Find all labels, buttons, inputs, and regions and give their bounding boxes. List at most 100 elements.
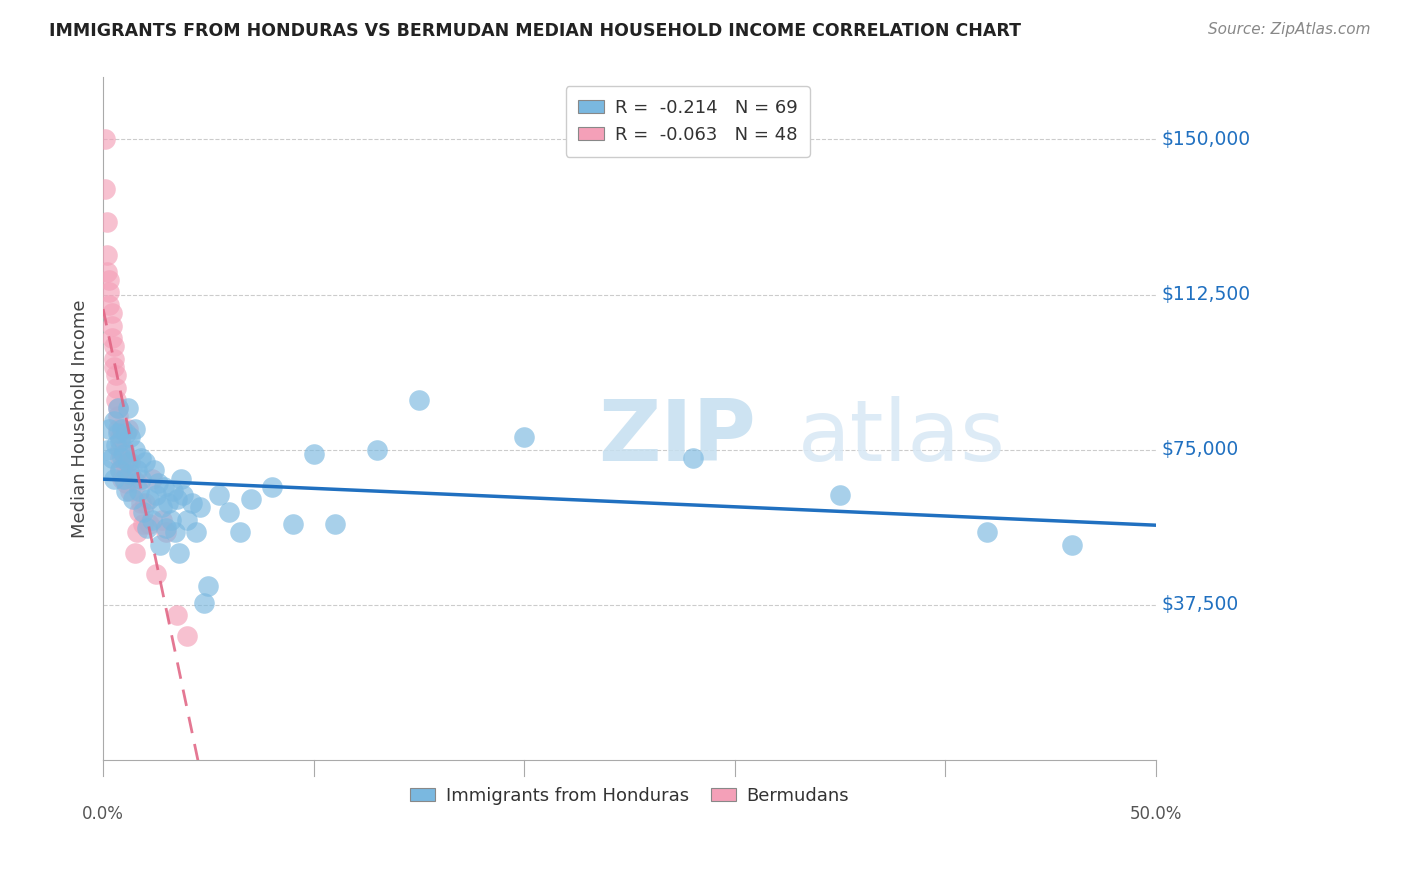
Point <box>124 546 146 560</box>
Point <box>180 496 202 510</box>
Text: 50.0%: 50.0% <box>1129 805 1182 823</box>
Text: $112,500: $112,500 <box>1161 285 1250 304</box>
Point <box>176 629 198 643</box>
Point <box>208 488 231 502</box>
Point <box>108 463 131 477</box>
Point <box>125 475 148 490</box>
Point <box>94 182 117 196</box>
Point <box>124 422 146 436</box>
Text: ZIP: ZIP <box>598 396 755 479</box>
Point <box>103 359 125 374</box>
Point <box>129 471 152 485</box>
Point <box>104 392 127 407</box>
Point <box>146 475 169 490</box>
Point <box>138 516 160 531</box>
Point <box>100 318 122 333</box>
Point <box>132 516 155 531</box>
Point <box>98 273 121 287</box>
Point <box>120 430 142 444</box>
Point <box>125 463 148 477</box>
Point <box>112 471 135 485</box>
Point <box>302 447 325 461</box>
Point <box>117 422 139 436</box>
Point <box>166 492 188 507</box>
Point <box>121 492 143 507</box>
Point <box>176 513 198 527</box>
Point <box>96 265 118 279</box>
Point <box>112 442 135 457</box>
Point <box>239 492 262 507</box>
Point <box>188 500 211 515</box>
Point <box>111 422 134 436</box>
Point <box>100 450 122 465</box>
Point <box>281 516 304 531</box>
Point <box>103 414 125 428</box>
Point <box>98 298 121 312</box>
Point <box>121 471 143 485</box>
Point <box>260 480 283 494</box>
Point <box>167 546 190 560</box>
Point <box>107 401 129 416</box>
Point <box>197 579 219 593</box>
Point <box>172 488 194 502</box>
Text: $37,500: $37,500 <box>1161 595 1239 614</box>
Point <box>124 442 146 457</box>
Point <box>103 339 125 353</box>
Point <box>366 442 388 457</box>
Point <box>142 463 165 477</box>
Point <box>100 306 122 320</box>
Point <box>128 483 150 498</box>
Text: Source: ZipAtlas.com: Source: ZipAtlas.com <box>1208 22 1371 37</box>
Point <box>155 521 177 535</box>
Point <box>104 438 127 452</box>
Point <box>111 422 134 436</box>
Point <box>323 516 346 531</box>
Point <box>107 409 129 424</box>
Point <box>170 471 193 485</box>
Point <box>117 401 139 416</box>
Point <box>193 596 215 610</box>
Point <box>98 285 121 300</box>
Point <box>100 331 122 345</box>
Point <box>96 215 118 229</box>
Point <box>828 488 851 502</box>
Point <box>107 422 129 436</box>
Point <box>125 525 148 540</box>
Point <box>112 455 135 469</box>
Point <box>115 475 138 490</box>
Point <box>408 392 430 407</box>
Point <box>107 401 129 416</box>
Point <box>94 132 117 146</box>
Y-axis label: Median Household Income: Median Household Income <box>72 300 89 538</box>
Point <box>104 368 127 383</box>
Point <box>129 450 152 465</box>
Point <box>120 467 142 482</box>
Point <box>129 496 152 510</box>
Point <box>153 480 176 494</box>
Point <box>96 248 118 262</box>
Point <box>976 525 998 540</box>
Point <box>218 505 240 519</box>
Point <box>103 471 125 485</box>
Point <box>94 463 117 477</box>
Point <box>159 513 181 527</box>
Point <box>132 505 155 519</box>
Legend: Immigrants from Honduras, Bermudans: Immigrants from Honduras, Bermudans <box>402 780 856 812</box>
Point <box>141 513 163 527</box>
Point <box>112 447 135 461</box>
Point <box>162 483 184 498</box>
Point <box>108 463 131 477</box>
Point <box>163 525 186 540</box>
Point <box>184 525 207 540</box>
Point <box>108 430 131 444</box>
Point <box>229 525 252 540</box>
Point <box>134 496 156 510</box>
Point <box>1060 538 1083 552</box>
Text: atlas: atlas <box>799 396 1005 479</box>
Point <box>138 492 160 507</box>
Point <box>157 496 180 510</box>
Point <box>166 607 188 622</box>
Point <box>141 471 163 485</box>
Point <box>134 455 156 469</box>
Point <box>513 430 536 444</box>
